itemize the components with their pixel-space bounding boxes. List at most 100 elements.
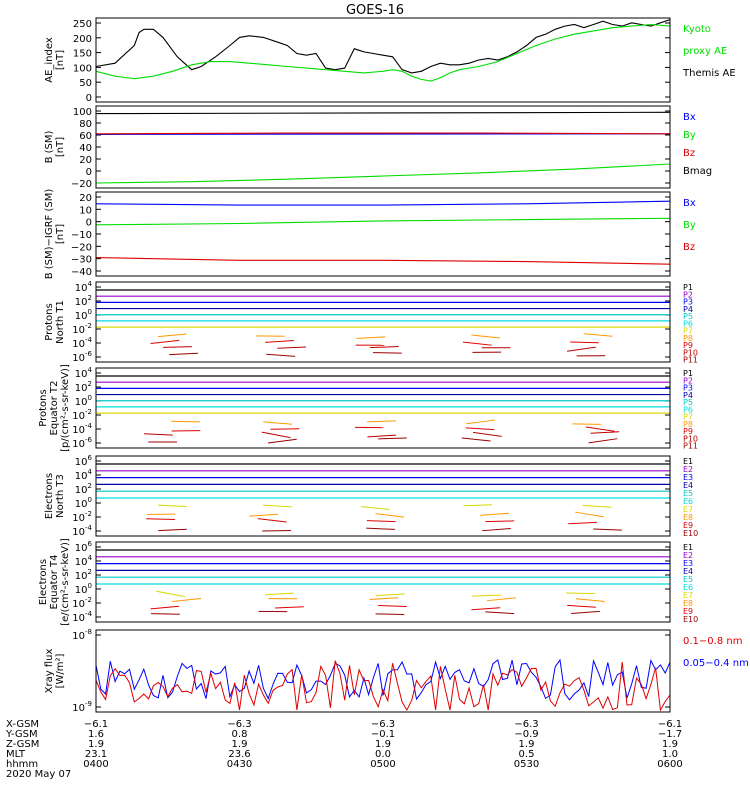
channel-segment-brown	[267, 438, 297, 444]
x-axis-row-label: Z-GSM	[6, 739, 39, 750]
channel-segment-brown	[593, 528, 622, 531]
y-tick-label: 104	[75, 280, 93, 294]
y-tick-label: 10-8	[72, 628, 92, 642]
y-tick-label: 104	[75, 468, 93, 482]
x-axis-value: −6.3	[514, 719, 538, 730]
channel-segment-brown	[169, 352, 198, 356]
panel-frame	[95, 281, 671, 363]
y-axis-label: [W/m²]	[55, 653, 66, 688]
x-axis-value: 1.9	[519, 739, 535, 750]
channel-segment-darkred	[566, 346, 596, 352]
channel-segment-red	[465, 427, 495, 431]
x-axis-value: 0530	[514, 759, 539, 770]
y-tick-label: 10-9	[72, 700, 92, 714]
channel-segment-orange	[574, 511, 604, 518]
legend-label: Bx	[683, 198, 696, 209]
channel-segment-red	[568, 521, 597, 525]
series-line-green	[95, 23, 671, 82]
channel-segment-brown	[266, 353, 296, 357]
channel-segment-yellow	[566, 592, 595, 595]
panel-ae_index: AE_index [nT] 250 200 150 100 50 0 Kyoto proxy AE…	[44, 17, 736, 104]
channel-segment-orange	[171, 420, 200, 423]
y-tick-label: 20	[79, 155, 92, 166]
y-tick-label: 150	[73, 49, 92, 60]
x-axis-value: 0.5	[519, 749, 535, 760]
legend-label: E3	[683, 473, 693, 482]
panel-frame	[95, 367, 671, 449]
x-axis-value: 1.9	[375, 739, 391, 750]
legend-label: P11	[683, 356, 698, 365]
channel-segment-yellow	[360, 506, 390, 511]
channel-segment-orange	[263, 421, 293, 425]
y-tick-label: 104	[75, 554, 93, 568]
series-line-blue	[95, 200, 671, 206]
channel-segment-brown	[373, 352, 402, 354]
channel-segment-darkred	[144, 433, 173, 436]
y-axis-label: [e/(cm²-s-sr-keV)]	[60, 538, 71, 626]
y-axis-label: Equator T4	[49, 555, 60, 610]
legend-label: E3	[683, 559, 693, 568]
legend-label: E1	[683, 457, 693, 466]
legend-label: Bmag	[683, 166, 712, 177]
y-axis-label: North T1	[55, 300, 66, 344]
y-tick-label: 250	[73, 19, 92, 30]
panel-xray: Xray flux [W/m²] 10-8 10-9 0.1−0.8 nm 0.05−0.…	[44, 628, 749, 714]
y-tick-label: 10-2	[72, 322, 92, 336]
y-tick-label: 100	[75, 496, 92, 510]
channel-segment-yellow	[582, 504, 612, 508]
y-axis-label: Protons	[38, 389, 49, 426]
legend-label: E7	[683, 505, 693, 514]
legend-label: P1	[683, 369, 693, 378]
channel-segment-orange	[575, 598, 605, 603]
y-tick-label: 10-4	[72, 336, 92, 350]
series-line-red	[95, 257, 671, 265]
y-tick-label: 106	[75, 540, 93, 554]
channel-segment-orange	[369, 597, 399, 600]
channel-segment-brown	[482, 527, 511, 532]
legend-label: Themis AE	[682, 68, 736, 79]
channel-segment-brown	[461, 437, 491, 442]
y-tick-label: 100	[73, 63, 92, 74]
channel-segment-darkred	[277, 346, 307, 349]
legend-label: P3	[683, 384, 693, 393]
legend-label: By	[683, 220, 696, 231]
x-axis-value: 1.9	[88, 739, 104, 750]
x-axis-value: −6.1	[658, 719, 682, 730]
y-tick-label: 104	[75, 366, 93, 380]
y-axis-label: AE_index	[44, 37, 55, 83]
channel-segment-red	[366, 520, 396, 523]
legend-label: E8	[683, 599, 693, 608]
legend-label: Bz	[683, 148, 695, 159]
y-axis-label: Xray flux	[44, 649, 55, 694]
legend-label: P7	[683, 413, 693, 422]
series-line-green	[95, 217, 671, 226]
flux-line-red	[95, 660, 671, 712]
legend-label: Bz	[683, 242, 695, 253]
x-axis-value: −0.1	[371, 729, 395, 740]
panel-frame	[95, 17, 671, 103]
channel-segment-red	[585, 426, 615, 432]
x-axis-row-label: Y-GSM	[5, 729, 38, 740]
x-axis-row-label: hhmm	[6, 759, 38, 770]
x-axis-value: −6.3	[227, 719, 251, 730]
y-axis-label: B (SM)	[44, 130, 55, 163]
channel-segment-orange	[249, 513, 279, 517]
x-axis-row-label: X-GSM	[6, 719, 39, 730]
channel-segment-red	[257, 518, 287, 523]
channel-segment-orange	[572, 423, 602, 425]
y-axis-label: [nT]	[55, 224, 66, 244]
x-axis-value: 0500	[370, 759, 395, 770]
series-line-black	[95, 19, 671, 74]
y-tick-label: 102	[75, 294, 92, 308]
channel-segment-red	[146, 518, 175, 521]
y-tick-label: 100	[75, 308, 92, 322]
legend-label: E2	[683, 465, 693, 474]
x-axis-value: 0430	[227, 759, 252, 770]
legend-label: E10	[683, 615, 698, 624]
panel-frame	[95, 191, 671, 277]
channel-segment-yellow	[472, 594, 501, 597]
legend-label: P8	[683, 334, 693, 343]
